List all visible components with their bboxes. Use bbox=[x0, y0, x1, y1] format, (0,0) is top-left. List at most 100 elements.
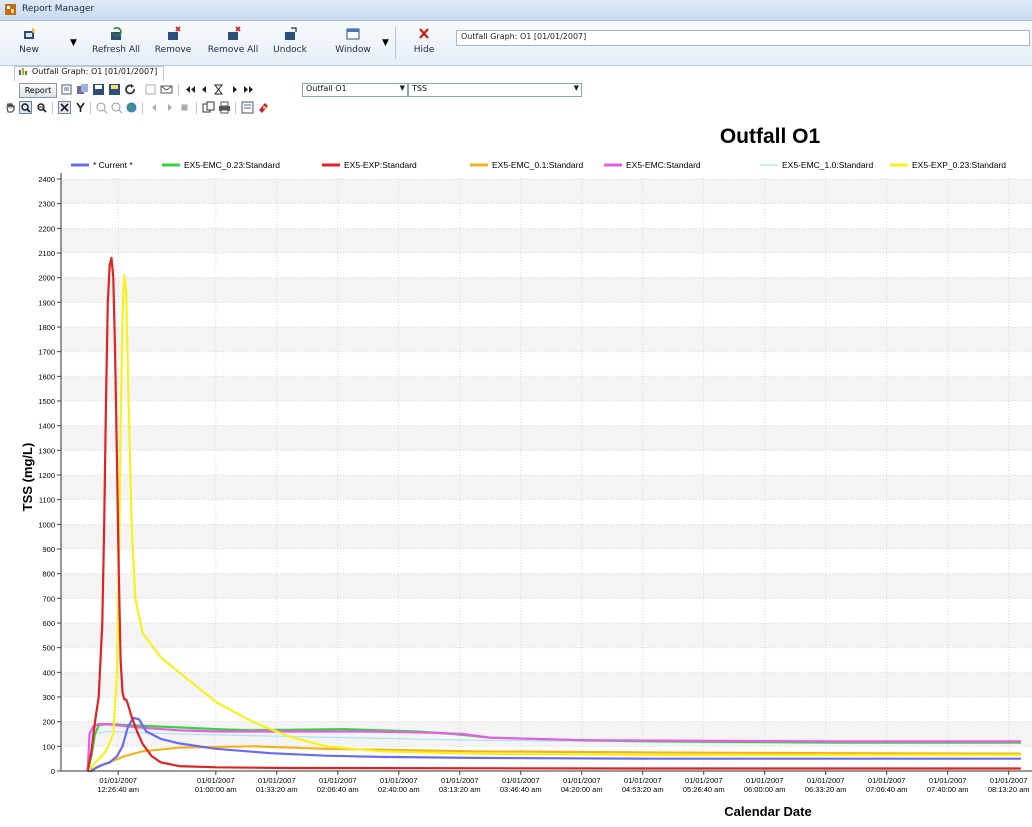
play-icon[interactable] bbox=[163, 101, 176, 114]
y-tick-label: 500 bbox=[42, 644, 55, 653]
save-icon[interactable] bbox=[92, 83, 105, 96]
location-value: Outfall O1 bbox=[306, 84, 347, 93]
grid-band bbox=[61, 524, 1032, 549]
y-tick-label: 2000 bbox=[38, 274, 55, 283]
zoom-minus-icon[interactable] bbox=[110, 101, 123, 114]
y-tick-label: 400 bbox=[42, 668, 55, 677]
new-report-icon bbox=[24, 27, 37, 39]
export-icon[interactable] bbox=[144, 83, 157, 96]
y-tick-label: 2200 bbox=[38, 224, 55, 233]
remove-button[interactable]: Remove bbox=[153, 24, 193, 62]
legend-item: EX5-EMC:Standard bbox=[604, 160, 701, 170]
y-tick-label: 1400 bbox=[38, 422, 55, 431]
parameter-select[interactable]: TSS ▼ bbox=[408, 83, 582, 97]
x-tick-date: 01/01/2007 bbox=[441, 776, 479, 785]
title-bar: Report Manager bbox=[0, 0, 1032, 21]
legend-item: EX5-EMC_1.0:Standard bbox=[760, 160, 873, 170]
grid-band bbox=[61, 425, 1032, 451]
toolbar-separator bbox=[52, 102, 53, 114]
y-tick-label: 1800 bbox=[38, 323, 55, 332]
zoom-out-icon[interactable] bbox=[35, 101, 48, 114]
email-icon[interactable] bbox=[160, 83, 173, 96]
y-tick-label: 2400 bbox=[38, 175, 55, 184]
hourglass-icon[interactable] bbox=[212, 83, 225, 96]
chevron-down-icon: ▼ bbox=[573, 84, 579, 92]
refresh-icon[interactable] bbox=[124, 83, 137, 96]
chart-toolbar bbox=[0, 99, 1032, 117]
zoom-plus-icon[interactable] bbox=[95, 101, 108, 114]
hide-label: Hide bbox=[413, 45, 435, 55]
legend-label: EX5-EMC_0.23:Standard bbox=[184, 160, 280, 170]
grid-band bbox=[61, 179, 1032, 204]
x-tick-date: 01/01/2007 bbox=[99, 776, 137, 785]
y-axis-icon[interactable] bbox=[74, 101, 87, 114]
print-icon[interactable] bbox=[218, 101, 231, 114]
hide-button[interactable]: Hide bbox=[408, 24, 440, 62]
report-manager-icon bbox=[5, 4, 16, 15]
chart-title: Outfall O1 bbox=[720, 125, 821, 148]
legend-label: EX5-EMC_0.1:Standard bbox=[492, 160, 583, 170]
tab-outfall-graph[interactable]: Outfall Graph: O1 [01/01/2007] bbox=[14, 66, 165, 81]
legend-item: EX5-EXP:Standard bbox=[322, 160, 417, 170]
y-tick-label: 1100 bbox=[39, 496, 55, 505]
x-tick-date: 01/01/2007 bbox=[685, 776, 723, 785]
x-axis-icon[interactable] bbox=[58, 101, 71, 114]
new-button[interactable]: New bbox=[6, 24, 52, 62]
legend-item: * Current * bbox=[71, 160, 133, 170]
toolbar-separator bbox=[235, 102, 236, 114]
refresh-report-icon bbox=[111, 27, 122, 40]
x-tick-date: 01/01/2007 bbox=[868, 776, 906, 785]
play-back-icon[interactable] bbox=[148, 101, 161, 114]
graph-selector[interactable]: Outfall Graph: O1 [01/01/2007] bbox=[456, 30, 1030, 46]
copy-chart-icon[interactable] bbox=[202, 101, 215, 114]
x-tick-date: 01/01/2007 bbox=[563, 776, 601, 785]
x-tick-time: 04:20:00 am bbox=[561, 785, 603, 794]
zoom-in-icon[interactable] bbox=[19, 101, 32, 114]
legend-label: EX5-EXP:Standard bbox=[344, 160, 417, 170]
remove-all-button[interactable]: Remove All bbox=[205, 24, 261, 62]
globe-icon[interactable] bbox=[125, 101, 138, 114]
x-tick-time: 08:13:20 am bbox=[988, 785, 1030, 794]
last-icon[interactable] bbox=[242, 83, 255, 96]
legend-item: EX5-EMC_0.1:Standard bbox=[470, 160, 583, 170]
graph-toolbar: Report Outfall O1 ▼ TSS ▼ bbox=[0, 81, 1032, 99]
window-dropdown-icon[interactable]: ▼ bbox=[382, 38, 389, 48]
new-dropdown-icon[interactable]: ▼ bbox=[70, 38, 77, 48]
x-tick-date: 01/01/2007 bbox=[258, 776, 296, 785]
location-select[interactable]: Outfall O1 ▼ bbox=[302, 83, 408, 97]
report-button[interactable]: Report bbox=[19, 83, 57, 98]
x-tick-date: 01/01/2007 bbox=[502, 776, 540, 785]
window-title: Report Manager bbox=[22, 4, 95, 14]
chart-properties-icon[interactable] bbox=[241, 101, 254, 114]
copy-icon[interactable] bbox=[76, 83, 89, 96]
grid-band bbox=[61, 327, 1032, 352]
y-tick-label: 800 bbox=[42, 570, 55, 579]
next-icon[interactable] bbox=[228, 83, 241, 96]
grid-band bbox=[61, 672, 1032, 697]
x-tick-date: 01/01/2007 bbox=[929, 776, 967, 785]
save-as-icon[interactable] bbox=[108, 83, 121, 96]
chart-legend: * Current * EX5-EMC_0.23:Standard EX5-EXP:… bbox=[71, 160, 1006, 170]
grid-band bbox=[61, 573, 1032, 599]
palette-icon[interactable] bbox=[257, 101, 270, 114]
x-tick-date: 01/01/2007 bbox=[380, 776, 418, 785]
y-tick-label: 1500 bbox=[38, 397, 55, 406]
remove-all-icon bbox=[228, 26, 241, 40]
x-tick-time: 04:53:20 am bbox=[622, 785, 664, 794]
toolbar-separator bbox=[142, 102, 143, 114]
chart-background-bands bbox=[61, 179, 1032, 747]
stop-icon[interactable] bbox=[178, 101, 191, 114]
first-icon[interactable] bbox=[184, 83, 197, 96]
series-line-exp bbox=[86, 256, 1021, 772]
remove-report-icon bbox=[168, 26, 181, 40]
y-tick-label: 2300 bbox=[38, 200, 55, 209]
undock-button[interactable]: Undock bbox=[268, 24, 312, 62]
window-button[interactable]: Window bbox=[330, 24, 376, 62]
refresh-all-button[interactable]: Refresh All bbox=[90, 24, 142, 62]
previous-icon[interactable] bbox=[198, 83, 211, 96]
properties-icon[interactable] bbox=[60, 83, 73, 96]
x-tick-time: 07:40:00 am bbox=[927, 785, 969, 794]
x-tick-time: 01:33:20 am bbox=[256, 785, 298, 794]
pan-hand-icon[interactable] bbox=[4, 101, 17, 114]
